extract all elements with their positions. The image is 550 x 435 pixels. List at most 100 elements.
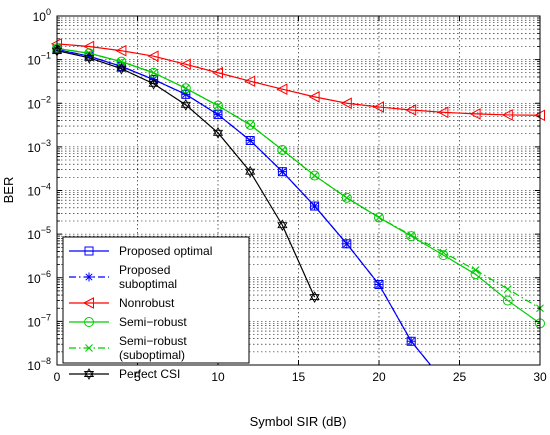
x-tick-label: 25: [453, 370, 467, 384]
legend-label: (suboptimal): [119, 348, 185, 362]
hexagram-marker-part: [212, 126, 224, 136]
y-tick-label: 10−7: [27, 312, 51, 329]
triangle-marker: [372, 101, 384, 113]
hexagram-marker-part: [245, 165, 256, 175]
legend-label: Semi−robust: [119, 334, 187, 348]
legend-label: Perfect CSI: [119, 367, 180, 381]
hexagram-marker-part: [180, 98, 191, 108]
triangle-marker: [147, 50, 159, 62]
series-line: [56, 47, 541, 309]
x-tick-label: 20: [372, 370, 386, 384]
x-marker: [439, 248, 448, 257]
legend-entry: Semi−robust: [69, 315, 187, 329]
x-marker: [310, 171, 319, 180]
legend-label: Semi−robust: [119, 315, 187, 329]
circle-marker: [309, 170, 320, 181]
hexagram-marker: [212, 126, 224, 139]
series-semi-robust-suboptimal-: [53, 44, 544, 313]
circle-marker: [502, 295, 513, 306]
x-marker: [246, 120, 255, 129]
triangle-marker: [244, 75, 256, 88]
hexagram-marker: [83, 368, 95, 380]
hexagram-marker: [309, 291, 320, 304]
y-axis-label: BER: [1, 177, 16, 204]
hexagram-marker: [84, 51, 95, 64]
series-layer: [50, 38, 545, 366]
legend-entry: Perfect CSI: [69, 367, 180, 381]
hexagram-marker-part: [148, 80, 159, 90]
asterisk-marker: [245, 136, 255, 145]
y-tick-label: 10−2: [27, 94, 51, 111]
hexagram-marker-part: [277, 222, 288, 232]
triangle-marker: [82, 297, 94, 309]
hexagram-marker: [245, 165, 256, 178]
hexagram-marker-part: [212, 129, 224, 139]
triangle-marker: [469, 108, 481, 120]
legend-entry: Semi−robust(suboptimal): [69, 334, 187, 362]
legend-box: [62, 236, 250, 364]
y-tick-label: 10−6: [27, 269, 51, 286]
hexagram-marker-part: [116, 65, 127, 75]
hexagram-marker-part: [277, 219, 288, 229]
hexagram-marker-part: [148, 77, 159, 87]
x-marker: [149, 68, 158, 77]
y-tick-label: 100: [33, 7, 51, 24]
asterisk-marker: [310, 201, 320, 211]
hexagram-marker: [148, 77, 159, 90]
asterisk-marker: [213, 110, 223, 120]
triangle-marker: [179, 58, 191, 71]
x-marker: [181, 84, 190, 93]
hexagram-marker: [180, 98, 191, 111]
hexagram-marker-part: [116, 62, 127, 72]
circle-marker: [341, 192, 352, 203]
legend-label: Proposed: [119, 263, 170, 277]
legend-label: suboptimal: [119, 277, 177, 291]
asterisk-marker: [84, 272, 94, 282]
x-tick-label: 5: [134, 370, 141, 384]
asterisk-marker: [181, 89, 191, 99]
legend-label: Nonrobust: [119, 296, 175, 310]
legend-entry: Nonrobust: [69, 296, 175, 310]
series-perfect-csi: [51, 44, 320, 304]
series-line: [56, 43, 541, 116]
y-tick-label: 10−4: [27, 182, 51, 199]
triangle-marker: [211, 66, 223, 79]
axes: 0 5 10 15 20 25 30 100 10−1 10−2 10−3 10−4 10−5 10−6 1…: [27, 7, 547, 384]
triangle-marker: [437, 106, 449, 119]
square-marker: [84, 246, 94, 256]
asterisk-marker: [374, 280, 384, 290]
x-tick-label: 15: [292, 370, 306, 384]
hexagram-marker-part: [309, 291, 320, 301]
legend-entry: Proposed optimal: [69, 244, 212, 258]
hexagram-marker-part: [84, 54, 95, 64]
x-marker: [471, 266, 480, 274]
x-marker: [342, 193, 351, 202]
x-tick-label: 0: [54, 370, 61, 384]
triangle-marker: [115, 44, 127, 57]
asterisk-marker: [342, 239, 352, 249]
x-marker: [503, 285, 512, 293]
asterisk-marker: [406, 336, 416, 346]
series-line: [56, 50, 316, 298]
triangle-marker: [501, 109, 513, 121]
hexagram-marker-part: [245, 168, 256, 178]
hexagram-marker-part: [83, 371, 95, 380]
hexagram-marker: [277, 219, 288, 232]
hexagram-marker-part: [83, 368, 95, 377]
y-tick-label: 10−8: [27, 356, 51, 373]
hexagram-marker: [116, 62, 127, 75]
circle-marker: [213, 100, 223, 111]
triangle-marker: [276, 83, 288, 96]
y-tick-label: 10−5: [27, 225, 51, 242]
asterisk-marker: [84, 51, 94, 61]
hexagram-marker-part: [180, 101, 191, 111]
hexagram-marker-part: [309, 294, 320, 304]
hexagram-marker-part: [84, 51, 95, 61]
x-marker: [407, 231, 416, 239]
x-tick-label: 30: [533, 370, 547, 384]
x-tick-label: 10: [211, 370, 225, 384]
asterisk-marker: [277, 167, 287, 177]
